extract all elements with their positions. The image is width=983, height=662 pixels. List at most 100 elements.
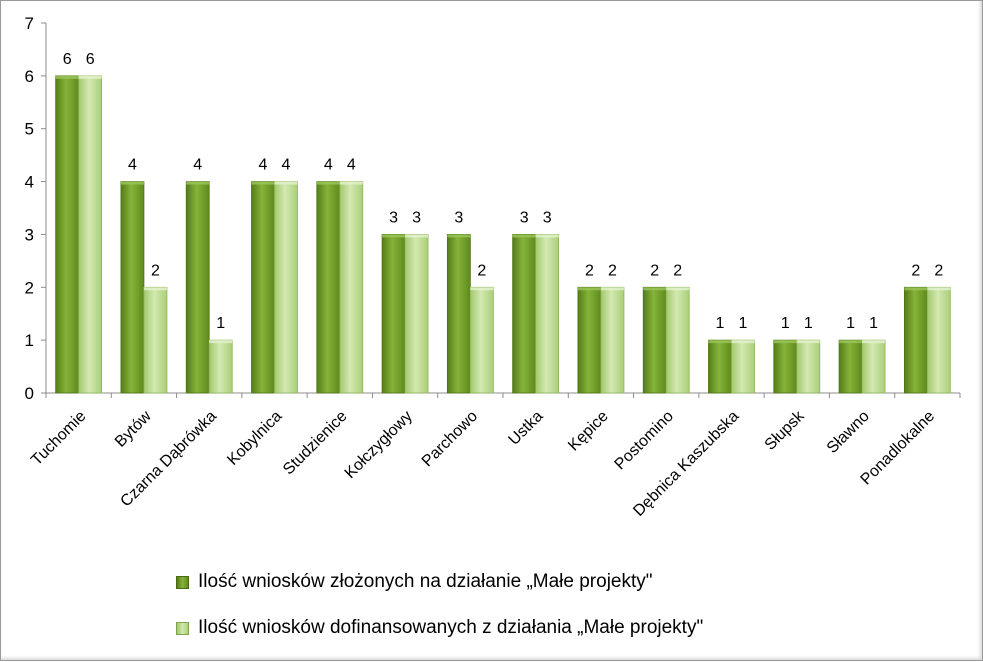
data-label: 1 [739, 315, 748, 332]
legend-swatch-funded [176, 621, 189, 635]
data-label: 4 [282, 157, 291, 174]
bar-funded [600, 286, 625, 394]
bar-group [665, 286, 690, 394]
data-label: 2 [585, 262, 594, 279]
bar-group [731, 339, 755, 394]
bar-group [404, 234, 429, 394]
bar-submitted [55, 75, 80, 394]
bar-group [600, 286, 625, 394]
y-tick-label: 3 [25, 225, 34, 244]
data-label: 1 [846, 315, 855, 332]
bar-submitted [577, 286, 602, 394]
data-label: 4 [193, 157, 202, 174]
bar-submitted [381, 234, 406, 394]
bar-cap [643, 287, 667, 291]
bar-group [78, 75, 103, 394]
bar-funded [143, 286, 168, 394]
bar-group [185, 181, 210, 394]
bar-funded [796, 339, 821, 394]
data-label: 6 [63, 51, 72, 68]
bar-cap [927, 287, 951, 291]
bar-cap [186, 181, 210, 185]
data-label: 3 [389, 209, 398, 226]
data-label: 3 [412, 209, 421, 226]
bar-group [796, 339, 821, 394]
x-tick-label: Tuchomie [28, 408, 89, 469]
bar-funded [339, 181, 364, 394]
y-tick-label: 4 [25, 173, 34, 192]
bar-submitted [708, 339, 732, 394]
y-tick-label: 2 [25, 278, 34, 297]
legend-label-funded: Ilość wniosków dofinansowanych z działan… [198, 617, 704, 638]
bar-funded [469, 286, 494, 394]
data-label: 4 [347, 157, 356, 174]
data-label: 2 [650, 262, 659, 279]
x-tick-label: Kępice [565, 408, 612, 455]
x-tick-label: Słupsk [762, 407, 809, 454]
bar-cap [120, 181, 144, 185]
legend-swatch-submitted [176, 575, 189, 589]
bar-group [535, 234, 560, 394]
bar-cap [382, 234, 406, 238]
bar-cap [339, 181, 363, 185]
bar-group [446, 234, 471, 394]
data-label: 1 [716, 315, 725, 332]
bar-group [773, 339, 798, 394]
bar-cap [577, 287, 601, 291]
data-label: 2 [934, 262, 943, 279]
bar-submitted [316, 181, 341, 394]
bar-cap [839, 340, 863, 344]
bar-cap [274, 181, 298, 185]
data-label: 3 [454, 209, 463, 226]
bar-cap [731, 340, 755, 344]
data-label: 2 [151, 262, 160, 279]
data-label: 4 [324, 157, 333, 174]
bar-cap [773, 340, 797, 344]
bar-cap [55, 75, 79, 79]
bar-submitted [903, 286, 928, 394]
data-label: 1 [804, 315, 813, 332]
bar-group [143, 286, 168, 394]
x-tick-label: Postomino [612, 408, 678, 474]
bar-cap [796, 340, 820, 344]
bar-submitted [251, 181, 275, 394]
legend-item-submitted: Ilość wniosków złożonych na działanie „M… [176, 570, 876, 594]
bar-funded [861, 339, 886, 394]
x-tick-label: Ustka [506, 408, 547, 449]
data-label: 4 [128, 157, 137, 174]
bar-group [381, 234, 406, 394]
legend-item-funded: Ilość wniosków dofinansowanych z działan… [176, 616, 876, 640]
data-label: 1 [781, 315, 790, 332]
bars [55, 75, 951, 394]
bar-funded [535, 234, 560, 394]
bar-funded [78, 75, 103, 394]
data-label: 2 [608, 262, 617, 279]
bar-group [316, 181, 341, 394]
data-label: 2 [911, 262, 920, 279]
x-tick-label: Sławno [824, 408, 873, 457]
x-tick-label: Kobylnica [224, 408, 285, 469]
bar-group [903, 286, 928, 394]
y-tick-label: 6 [25, 67, 34, 86]
bar-group [838, 339, 863, 394]
bar-cap [535, 234, 559, 238]
bar-group [861, 339, 886, 394]
bar-cap [78, 75, 102, 79]
bar-cap [209, 340, 233, 344]
bar-group [251, 181, 275, 394]
data-label: 1 [216, 315, 225, 332]
bar-group [208, 339, 233, 394]
bar-submitted [120, 181, 145, 394]
bar-group [708, 339, 732, 394]
bar-cap [470, 287, 494, 291]
bar-cap [666, 287, 690, 291]
bar-group [55, 75, 80, 394]
x-tick-label: Kołczygłowy [342, 408, 416, 482]
bar-cap [316, 181, 340, 185]
bar-cap [862, 340, 886, 344]
bar-submitted [773, 339, 798, 394]
bar-submitted [512, 234, 537, 394]
bar-funded [731, 339, 755, 394]
